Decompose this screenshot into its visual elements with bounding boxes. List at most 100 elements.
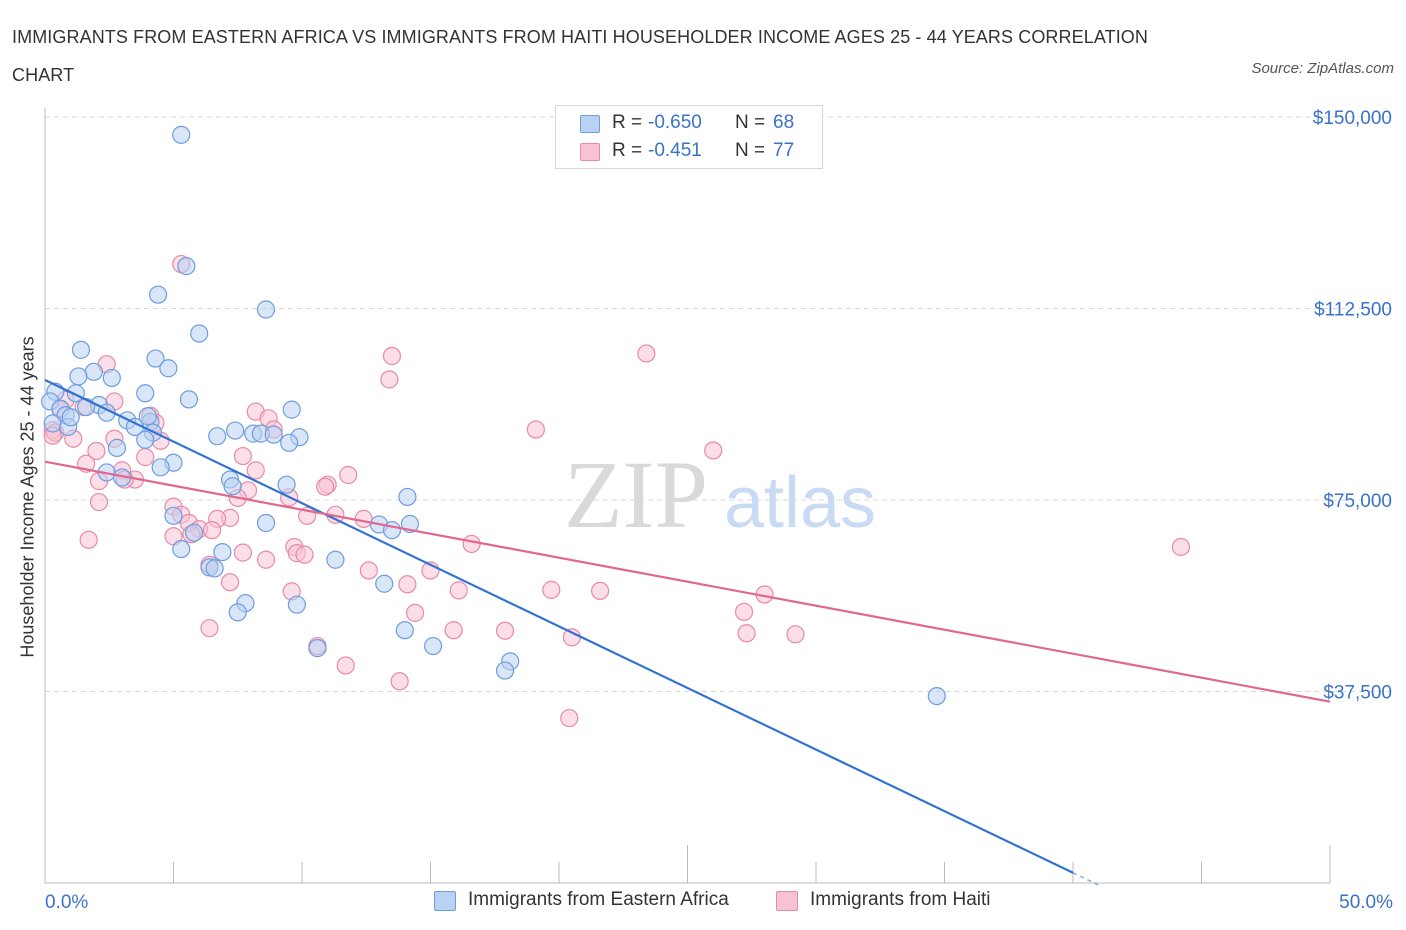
legend-r-label: R = bbox=[612, 140, 643, 161]
series-eastern-africa-points bbox=[41, 125, 946, 706]
haiti-point bbox=[359, 561, 378, 580]
haiti-point bbox=[295, 545, 314, 564]
haiti-point bbox=[405, 603, 425, 622]
x-tick-label: 0.0% bbox=[45, 892, 88, 913]
tick-labels: $37,500 $75,000 $112,500 $150,000 0.0% 50.0% bbox=[45, 108, 1393, 913]
bottom-legend-label: Immigrants from Haiti bbox=[810, 889, 991, 910]
haiti-trend-line bbox=[44, 460, 1331, 703]
haiti-point bbox=[1171, 537, 1191, 557]
eastern-africa-point bbox=[326, 550, 345, 569]
eastern-africa-point bbox=[159, 359, 178, 378]
eastern-africa-point bbox=[138, 407, 157, 426]
eastern-africa-point bbox=[69, 367, 88, 386]
haiti-point bbox=[382, 346, 402, 366]
haiti-point bbox=[354, 509, 373, 528]
haiti-point bbox=[79, 530, 98, 549]
eastern-africa-point bbox=[375, 574, 394, 593]
y-tick-label: $75,000 bbox=[1323, 491, 1392, 512]
watermark-atlas: atlas bbox=[724, 463, 876, 543]
haiti-point bbox=[233, 446, 252, 466]
legend-swatch-blue bbox=[580, 115, 600, 133]
eastern-africa-point bbox=[172, 125, 191, 144]
eastern-africa-trend-line bbox=[44, 379, 1074, 874]
haiti-point bbox=[87, 441, 106, 461]
eastern-africa-point bbox=[102, 368, 121, 388]
y-tick-label: $150,000 bbox=[1313, 108, 1392, 129]
legend-r-label: R = bbox=[612, 112, 643, 133]
eastern-africa-point bbox=[228, 603, 247, 622]
legend-r-value: -0.650 bbox=[648, 112, 702, 133]
watermark: ZIP atlas bbox=[564, 441, 876, 548]
haiti-point bbox=[560, 708, 579, 728]
haiti-point bbox=[704, 441, 723, 460]
y-tick-label: $37,500 bbox=[1323, 683, 1392, 704]
legend-swatch-pink bbox=[580, 143, 600, 161]
eastern-africa-point bbox=[213, 542, 232, 562]
chart-source: Source: ZipAtlas.com bbox=[1251, 60, 1394, 77]
eastern-africa-point bbox=[927, 686, 946, 706]
haiti-point bbox=[449, 581, 468, 600]
bottom-legend-label: Immigrants from Eastern Africa bbox=[468, 889, 729, 910]
eastern-africa-point bbox=[395, 621, 414, 640]
eastern-africa-point bbox=[287, 595, 306, 614]
haiti-point bbox=[398, 575, 417, 594]
haiti-point bbox=[380, 370, 399, 389]
haiti-point bbox=[526, 420, 545, 439]
eastern-africa-point bbox=[177, 257, 196, 276]
haiti-point bbox=[591, 581, 610, 600]
eastern-africa-point bbox=[226, 421, 245, 440]
eastern-africa-point bbox=[43, 414, 62, 433]
trend-lines bbox=[44, 379, 1331, 886]
legend-r-value: -0.451 bbox=[648, 140, 702, 161]
eastern-africa-point bbox=[179, 390, 199, 409]
eastern-africa-point bbox=[495, 661, 515, 680]
eastern-africa-point bbox=[184, 523, 204, 542]
eastern-africa-point bbox=[256, 300, 276, 319]
haiti-point bbox=[316, 477, 335, 496]
eastern-africa-point bbox=[282, 400, 301, 419]
eastern-africa-point bbox=[164, 506, 183, 525]
eastern-africa-point bbox=[205, 559, 224, 578]
haiti-point bbox=[495, 621, 515, 640]
eastern-africa-point bbox=[256, 513, 276, 533]
eastern-africa-point bbox=[61, 408, 80, 427]
bottom-legend-swatch-pink bbox=[776, 891, 798, 911]
x-tick-label: 50.0% bbox=[1339, 892, 1393, 913]
eastern-africa-point bbox=[136, 384, 155, 403]
eastern-africa-point bbox=[223, 477, 242, 496]
eastern-africa-point bbox=[77, 397, 96, 417]
haiti-point bbox=[202, 521, 222, 540]
eastern-africa-point bbox=[107, 438, 127, 458]
haiti-point bbox=[256, 550, 276, 569]
haiti-point bbox=[462, 534, 481, 554]
legend-n-value: 77 bbox=[773, 140, 795, 161]
watermark-zip: ZIP bbox=[564, 441, 708, 548]
haiti-point bbox=[542, 580, 561, 599]
correlation-legend: R = -0.650 N = 68 R = -0.451 N = 77 bbox=[555, 105, 823, 169]
haiti-point bbox=[246, 461, 265, 480]
eastern-africa-point bbox=[208, 427, 227, 446]
haiti-point bbox=[734, 602, 754, 621]
eastern-africa-point bbox=[308, 638, 327, 658]
legend-n-label: N = bbox=[735, 112, 766, 133]
eastern-africa-point bbox=[172, 539, 191, 559]
haiti-point bbox=[786, 625, 805, 644]
haiti-point bbox=[89, 492, 109, 512]
eastern-africa-point bbox=[277, 475, 296, 494]
eastern-africa-point bbox=[71, 340, 91, 359]
haiti-point bbox=[233, 543, 252, 562]
axes bbox=[44, 108, 1331, 884]
eastern-africa-point bbox=[151, 458, 170, 477]
bottom-legend-swatch-blue bbox=[434, 891, 456, 911]
haiti-point bbox=[200, 619, 219, 638]
haiti-point bbox=[136, 448, 155, 467]
eastern-africa-point bbox=[84, 362, 103, 381]
haiti-point bbox=[390, 672, 409, 691]
eastern-africa-point bbox=[382, 521, 402, 540]
eastern-africa-point bbox=[148, 285, 168, 304]
chart-title: IMMIGRANTS FROM EASTERN AFRICA VS IMMIGR… bbox=[12, 27, 1148, 85]
eastern-africa-point bbox=[280, 433, 299, 452]
eastern-africa-point bbox=[264, 425, 283, 444]
haiti-point bbox=[637, 344, 656, 363]
